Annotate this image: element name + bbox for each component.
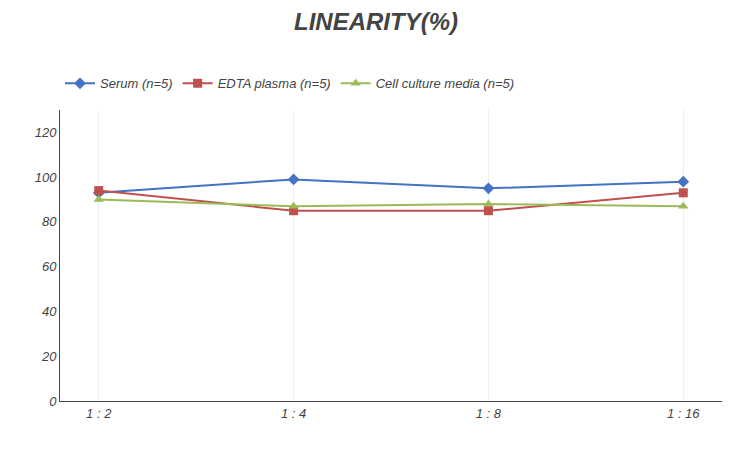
svg-text:1 : 8: 1 : 8 [476,406,502,421]
svg-text:1 : 4: 1 : 4 [281,406,306,421]
svg-text:Cell culture media (n=5): Cell culture media (n=5) [376,76,514,91]
svg-text:100: 100 [35,170,57,185]
svg-text:60: 60 [42,259,57,274]
svg-text:EDTA plasma (n=5): EDTA plasma (n=5) [218,76,331,91]
svg-text:1 : 2: 1 : 2 [86,406,112,421]
svg-text:120: 120 [35,125,57,140]
svg-text:80: 80 [42,214,57,229]
svg-text:0: 0 [49,394,57,409]
svg-text:20: 20 [41,349,57,364]
svg-text:LINEARITY(%): LINEARITY(%) [294,8,458,35]
svg-text:Serum (n=5): Serum (n=5) [100,76,173,91]
svg-text:1 : 16: 1 : 16 [667,406,700,421]
svg-text:40: 40 [42,304,57,319]
